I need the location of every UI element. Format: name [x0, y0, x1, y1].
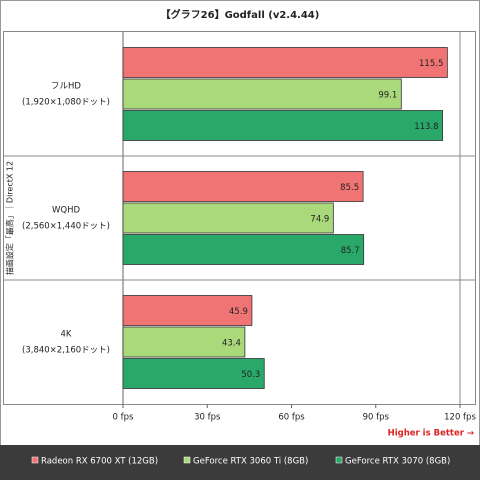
- plot-frame: [3, 31, 476, 405]
- legend-band: [0, 445, 480, 480]
- bar: [122, 110, 443, 141]
- value-label: 43.4: [222, 339, 241, 349]
- value-label: 45.9: [229, 307, 248, 317]
- bar: [122, 358, 265, 389]
- category-label: (1,920×1,080ドット): [22, 98, 110, 108]
- legend-swatch: [183, 456, 191, 464]
- legend-swatch: [31, 456, 39, 464]
- x-tick-label: 90 fps: [363, 413, 390, 423]
- category-label: フルHD: [51, 82, 81, 92]
- value-label: 85.5: [340, 183, 359, 193]
- bar: [122, 234, 365, 265]
- x-tick-label: 60 fps: [278, 413, 305, 423]
- category-label: 4K: [61, 330, 72, 340]
- bar: [122, 295, 253, 326]
- category-label: WQHD: [52, 206, 80, 216]
- bar: [122, 202, 334, 234]
- x-tick-label: 30 fps: [194, 413, 221, 423]
- value-label: 99.1: [378, 91, 397, 101]
- legend-label: GeForce RTX 3060 Ti (8GB): [193, 457, 308, 467]
- value-label: 115.5: [419, 59, 443, 69]
- category-label: (3,840×2,160ドット): [22, 346, 110, 356]
- value-label: 85.7: [341, 246, 360, 256]
- bar: [122, 47, 448, 78]
- x-tick-label: 0 fps: [113, 413, 134, 423]
- bar: [122, 78, 402, 110]
- value-label: 113.8: [414, 122, 438, 132]
- chart-title: 【グラフ26】Godfall (v2.4.44): [161, 8, 320, 21]
- legend-label: Radeon RX 6700 XT (12GB): [41, 457, 158, 467]
- legend-label: GeForce RTX 3070 (8GB): [345, 457, 450, 467]
- value-label: 74.9: [310, 215, 329, 225]
- category-label: (2,560×1,440ドット): [22, 222, 110, 232]
- y-axis-label: 描画設定「最高」｜DirectX 12: [5, 161, 15, 275]
- x-tick-label: 120 fps: [444, 413, 476, 423]
- legend-swatch: [335, 456, 343, 464]
- bar: [122, 326, 246, 358]
- annotation: Higher is Better →: [388, 429, 474, 439]
- bar: [122, 171, 364, 202]
- value-label: 50.3: [241, 370, 260, 380]
